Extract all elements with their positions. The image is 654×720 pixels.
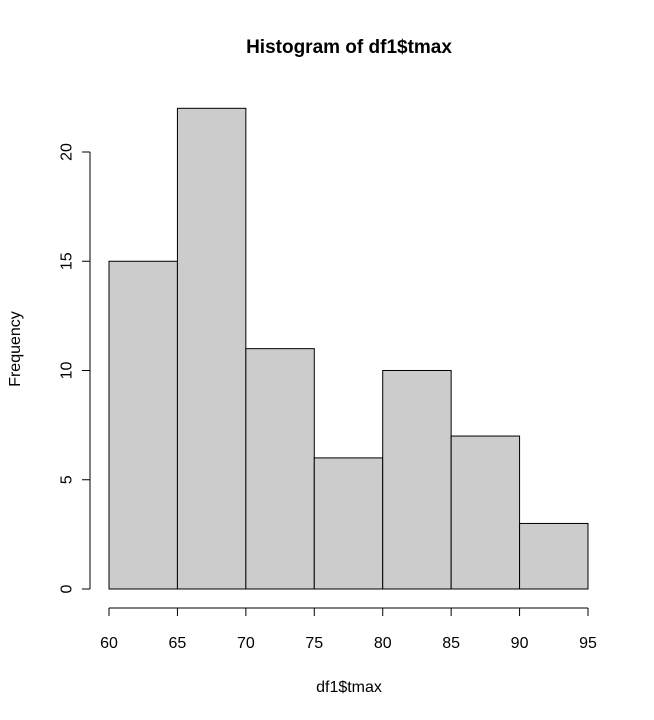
- x-tick-label-60: 60: [100, 635, 118, 652]
- x-tick-label-85: 85: [442, 635, 460, 652]
- histogram-bar-75-80: [313, 457, 384, 590]
- x-tick-label-65: 65: [169, 635, 187, 652]
- chart-title: Histogram of df1$tmax: [246, 37, 452, 58]
- y-tick-label-0: 0: [59, 584, 76, 593]
- y-tick-label-20: 20: [59, 143, 76, 161]
- histogram-bar-65-70: [176, 107, 247, 590]
- y-tick-label-10: 10: [59, 362, 76, 380]
- y-tick-label-5: 5: [59, 475, 76, 484]
- x-tick-label-70: 70: [237, 635, 255, 652]
- x-tick-label-80: 80: [374, 635, 392, 652]
- y-tick-label-15: 15: [59, 252, 76, 270]
- x-tick-label-75: 75: [305, 635, 323, 652]
- y-axis: 0 5 10 15 20: [59, 143, 91, 593]
- x-tick-label-95: 95: [579, 635, 597, 652]
- y-axis-label: Frequency: [7, 311, 24, 387]
- bars-group: [108, 107, 589, 590]
- histogram-bar-60-65: [108, 260, 178, 590]
- x-axis: 60 65 70 75 80 85 90 95: [100, 607, 597, 652]
- histogram-bar-90-95: [519, 522, 589, 590]
- histogram-bar-70-75: [245, 348, 315, 590]
- histogram-bar-80-85: [382, 370, 452, 590]
- x-axis-label: df1$tmax: [316, 679, 382, 696]
- x-tick-label-90: 90: [511, 635, 529, 652]
- histogram-bar-85-90: [450, 435, 521, 590]
